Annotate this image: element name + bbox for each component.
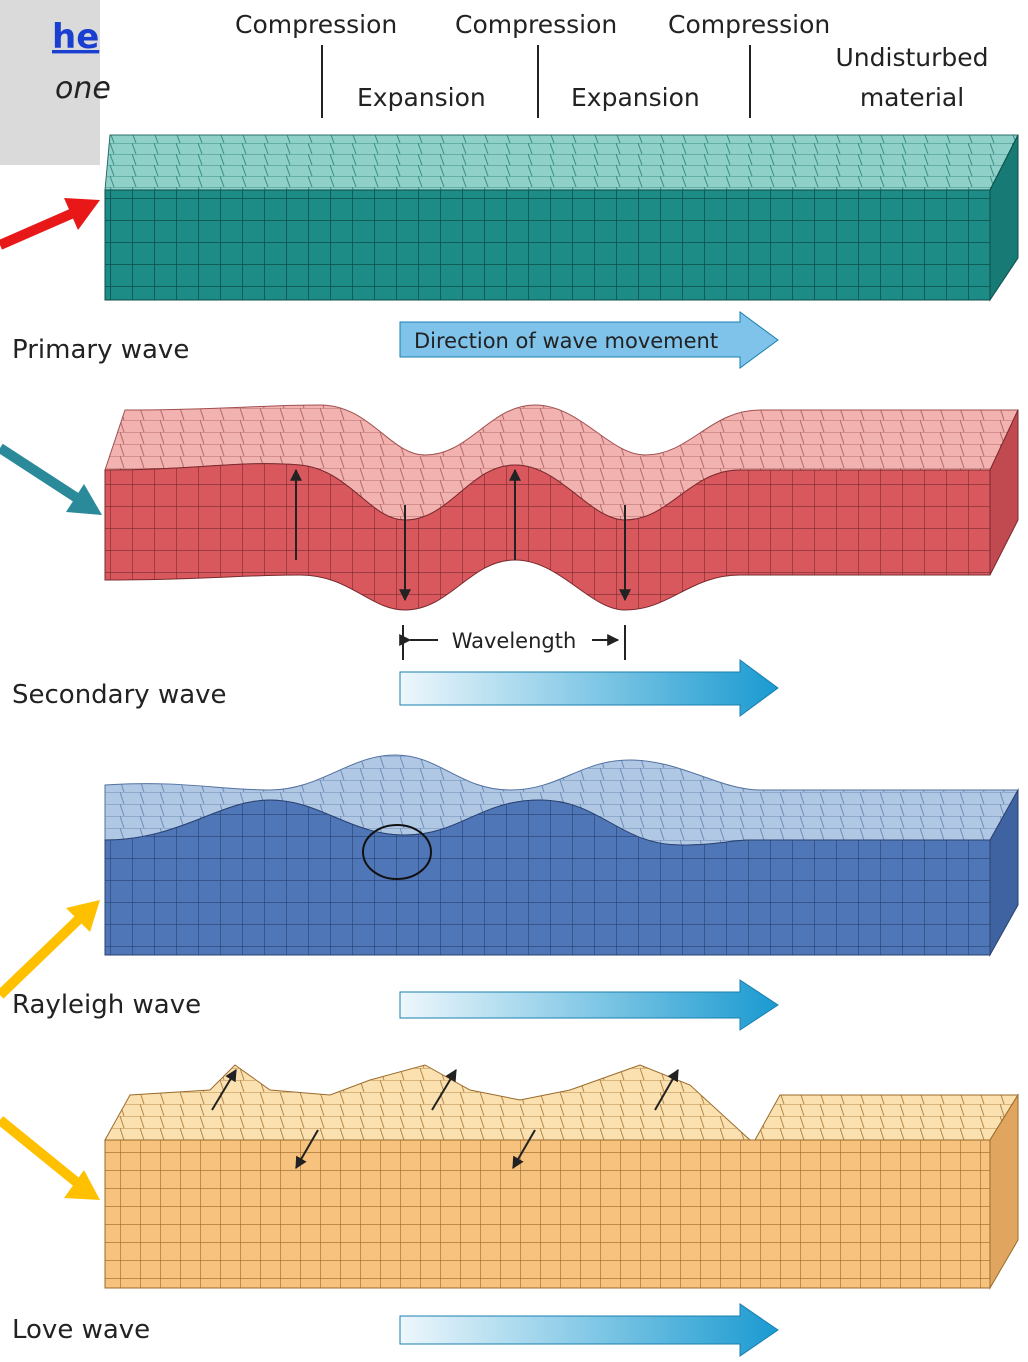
compression-label: Compression [235, 10, 397, 39]
direction-arrow [400, 660, 778, 716]
compression-label: Compression [668, 10, 830, 39]
diagram: he one Compression Compression Compressi… [0, 0, 1028, 1358]
undisturbed-label: material [860, 83, 964, 112]
page: he one Compression Compression Compressi… [0, 0, 1028, 1358]
direction-arrow [400, 980, 778, 1030]
arrow-label: Direction of wave movement [414, 329, 718, 353]
compression-label: Compression [455, 10, 617, 39]
expansion-label: Expansion [357, 83, 486, 112]
direction-arrow [400, 1304, 778, 1356]
note: one [55, 71, 111, 106]
primary-block [105, 135, 1018, 300]
wave-name: Love wave [12, 1315, 150, 1345]
wave-name: Secondary wave [12, 680, 227, 710]
wave-name: Primary wave [12, 335, 189, 365]
wavelength-label: Wavelength [452, 629, 577, 653]
undisturbed-label: Undisturbed [835, 43, 988, 72]
wave-name: Rayleigh wave [12, 990, 201, 1020]
secondary-block [105, 405, 1018, 610]
link[interactable]: he [52, 17, 99, 57]
love-block [105, 1065, 1018, 1288]
expansion-label: Expansion [571, 83, 700, 112]
rayleigh-block [105, 755, 1018, 955]
